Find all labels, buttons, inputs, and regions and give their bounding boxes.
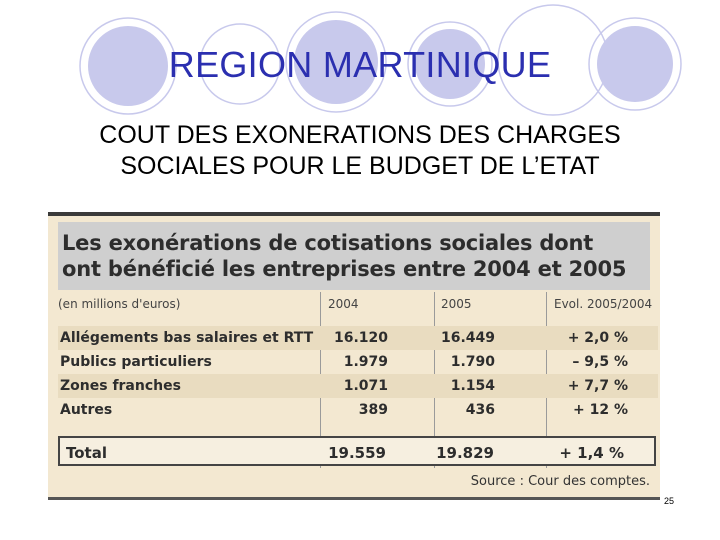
value-2004: 389 [358,402,388,418]
row-label: Autres [60,402,113,418]
row-label: Zones franches [60,378,181,394]
slide-title: REGION MARTINIQUE [168,44,552,85]
value-evol: + 12 % [573,402,628,418]
value-2005: 436 [465,402,495,418]
table-row: Zones franches 1.071 1.154 + 7,7 % [58,374,658,398]
value-2005: 16.449 [440,330,495,346]
slide-subtitle: COUT DES EXONERATIONS DES CHARGES SOCIAL… [40,120,680,182]
column-header-2005: 2005 [441,297,472,311]
value-2004: 1.979 [343,354,388,370]
value-2005: 1.790 [450,354,495,370]
table-body: Allégements bas salaires et RTT 16.120 1… [58,326,658,422]
value-evol: – 9,5 % [572,354,628,370]
total-evol: + 1,4 % [559,444,624,462]
decorative-circles [79,4,682,116]
table-row: Allégements bas salaires et RTT 16.120 1… [58,326,658,350]
value-2004: 16.120 [333,330,388,346]
row-label: Publics particuliers [60,354,212,370]
row-label: Allégements bas salaires et RTT [60,330,314,346]
table-header-row: (en millions d'euros) 2004 2005 Evol. 20… [58,292,658,314]
total-2005: 19.829 [436,444,494,462]
page-number: 25 [664,496,675,506]
subtitle-line-2: SOCIALES POUR LE BUDGET DE L’ETAT [120,152,600,180]
column-header-evol: Evol. 2005/2004 [554,297,653,311]
table-image: Les exonérations de cotisations sociales… [48,212,660,500]
table-heading-line-2: ont bénéficié les entreprises entre 2004… [62,257,627,281]
table-heading-line-1: Les exonérations de cotisations sociales… [62,231,594,255]
value-evol: + 7,7 % [567,378,628,394]
value-2004: 1.071 [343,378,388,394]
source-note: Source : Cour des comptes. [470,474,650,489]
table-heading: Les exonérations de cotisations sociales… [58,222,650,290]
column-header-2004: 2004 [328,297,359,311]
unit-label: (en millions d'euros) [58,297,181,311]
subtitle-line-1: COUT DES EXONERATIONS DES CHARGES [99,121,621,149]
total-row: Total 19.559 19.829 + 1,4 % [58,436,656,466]
value-evol: + 2,0 % [567,330,628,346]
table-row: Autres 389 436 + 12 % [58,398,658,422]
value-2005: 1.154 [450,378,495,394]
total-2004: 19.559 [328,444,386,462]
total-label: Total [66,444,107,462]
table-row: Publics particuliers 1.979 1.790 – 9,5 % [58,350,658,374]
